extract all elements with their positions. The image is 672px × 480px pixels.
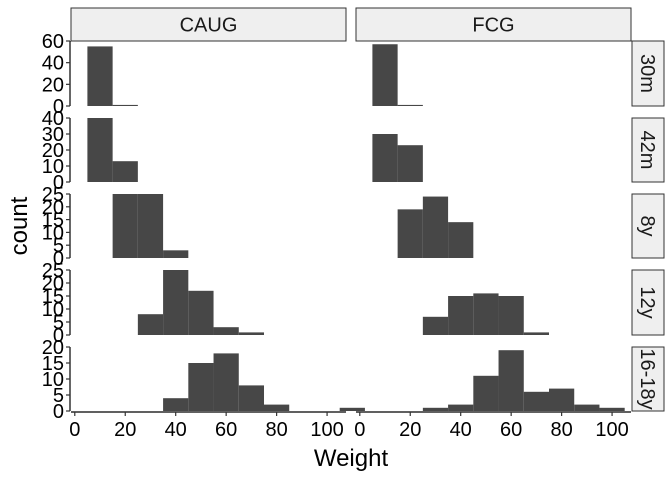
y-tick-label-16-18y-15: 15 bbox=[42, 353, 64, 375]
y-axis-title: count bbox=[6, 196, 33, 255]
bar-fcg-16-18y-35-45 bbox=[448, 404, 474, 411]
bar-caug-42m-15-25 bbox=[112, 161, 138, 182]
bar-fcg-30m-15-25 bbox=[397, 104, 423, 106]
bar-fcg-12y-25-35 bbox=[422, 316, 449, 335]
histogram-bars bbox=[87, 44, 625, 411]
y-tick-label-42m-10: 10 bbox=[42, 156, 64, 178]
y-tick-label-8y-20: 20 bbox=[42, 197, 64, 219]
x-tick-label-fcg-80: 80 bbox=[550, 419, 572, 441]
y-tick-label-12y-0: 0 bbox=[53, 325, 64, 347]
column-strip-caug bbox=[70, 7, 347, 42]
bar-fcg-8y-35-45 bbox=[448, 222, 474, 258]
bar-fcg-16-18y-25-35 bbox=[422, 407, 449, 411]
bar-caug-16-18y-105-115 bbox=[339, 407, 365, 411]
bar-caug-12y-45-55 bbox=[188, 290, 214, 335]
bar-fcg-16-18y-45-55 bbox=[473, 375, 499, 411]
y-tick-label-16-18y-0: 0 bbox=[53, 401, 64, 423]
bar-caug-12y-65-75 bbox=[238, 332, 265, 335]
x-tick-label-caug-0: 0 bbox=[69, 419, 80, 441]
bar-caug-12y-25-35 bbox=[137, 314, 164, 335]
bar-fcg-8y-25-35 bbox=[422, 196, 449, 258]
y-tick-label-12y-15: 15 bbox=[42, 286, 64, 308]
bar-fcg-30m-5-15 bbox=[372, 44, 398, 106]
y-tick-label-42m-20: 20 bbox=[42, 140, 64, 162]
bar-caug-16-18y-45-55 bbox=[188, 363, 214, 411]
y-tick-label-12y-5: 5 bbox=[53, 312, 64, 334]
bar-fcg-42m-5-15 bbox=[372, 134, 398, 182]
row-strip-16-18y bbox=[631, 346, 665, 412]
x-tick-label-fcg-20: 20 bbox=[399, 419, 421, 441]
y-tick-label-30m-40: 40 bbox=[42, 53, 64, 75]
bar-caug-30m-15-25 bbox=[112, 104, 138, 106]
y-tick-label-12y-25: 25 bbox=[42, 260, 64, 282]
bar-caug-8y-35-45 bbox=[163, 250, 189, 258]
bar-caug-16-18y-35-45 bbox=[163, 398, 189, 411]
axes: 0204060010203040051015202505101520250510… bbox=[42, 31, 631, 441]
y-tick-label-8y-5: 5 bbox=[53, 235, 64, 257]
row-strip-30m bbox=[631, 40, 665, 107]
bar-fcg-16-18y-85-95 bbox=[574, 404, 600, 411]
bar-caug-30m-5-15 bbox=[87, 46, 113, 106]
y-tick-label-12y-20: 20 bbox=[42, 273, 64, 295]
bar-fcg-16-18y-55-65 bbox=[498, 350, 524, 411]
y-tick-label-42m-0: 0 bbox=[53, 172, 64, 194]
x-tick-label-caug-20: 20 bbox=[114, 419, 136, 441]
y-tick-label-42m-40: 40 bbox=[42, 108, 64, 130]
bar-fcg-12y-35-45 bbox=[448, 296, 474, 335]
bar-fcg-42m-15-25 bbox=[397, 145, 423, 182]
x-tick-label-fcg-100: 100 bbox=[595, 419, 628, 441]
y-tick-label-30m-0: 0 bbox=[53, 96, 64, 118]
row-strip-label-42m: 42m bbox=[636, 131, 658, 170]
bar-caug-16-18y-75-85 bbox=[264, 404, 290, 411]
column-strip-label-caug: CAUG bbox=[180, 15, 238, 37]
bar-fcg-8y-15-25 bbox=[397, 209, 423, 258]
y-tick-label-16-18y-20: 20 bbox=[42, 337, 64, 359]
row-strip-42m bbox=[631, 117, 665, 183]
bar-caug-42m-5-15 bbox=[87, 118, 113, 182]
bar-fcg-16-18y-65-75 bbox=[523, 391, 550, 411]
bar-fcg-16-18y-95-105 bbox=[599, 407, 625, 411]
y-tick-label-8y-15: 15 bbox=[42, 210, 64, 232]
row-strip-label-8y: 8y bbox=[636, 215, 658, 236]
x-tick-label-caug-80: 80 bbox=[265, 419, 287, 441]
bar-caug-16-18y-55-65 bbox=[213, 353, 239, 411]
x-tick-label-fcg-60: 60 bbox=[500, 419, 522, 441]
y-tick-label-8y-25: 25 bbox=[42, 184, 64, 206]
row-strip-label-12y: 12y bbox=[636, 286, 658, 318]
bar-fcg-12y-55-65 bbox=[498, 296, 524, 335]
x-axis-title: Weight bbox=[314, 445, 389, 472]
bar-caug-8y-25-35 bbox=[137, 194, 164, 258]
row-strip-12y bbox=[631, 269, 665, 336]
column-strip-label-fcg: FCG bbox=[472, 15, 514, 37]
row-strip-label-16-18y: 16-18y bbox=[636, 348, 658, 409]
y-tick-label-16-18y-5: 5 bbox=[53, 385, 64, 407]
y-tick-label-16-18y-10: 10 bbox=[42, 369, 64, 391]
y-tick-label-12y-10: 10 bbox=[42, 299, 64, 321]
bar-caug-12y-55-65 bbox=[213, 327, 239, 335]
bar-fcg-12y-65-75 bbox=[523, 332, 550, 335]
y-tick-label-8y-10: 10 bbox=[42, 222, 64, 244]
bar-caug-16-18y-65-75 bbox=[238, 385, 265, 411]
bar-caug-8y-15-25 bbox=[112, 194, 138, 258]
y-tick-label-42m-30: 30 bbox=[42, 124, 64, 146]
facet-strips: CAUG FCG 30m 42m 8y 12y 16-18y bbox=[70, 7, 665, 412]
x-tick-label-caug-40: 40 bbox=[165, 419, 187, 441]
column-strip-fcg bbox=[355, 7, 632, 42]
row-strip-8y bbox=[631, 193, 665, 259]
bar-fcg-12y-45-55 bbox=[473, 293, 499, 335]
x-tick-label-fcg-40: 40 bbox=[450, 419, 472, 441]
x-tick-label-fcg-0: 0 bbox=[354, 419, 365, 441]
y-tick-label-30m-60: 60 bbox=[42, 31, 64, 53]
y-tick-label-8y-0: 0 bbox=[53, 248, 64, 270]
bar-caug-12y-35-45 bbox=[163, 270, 189, 335]
x-tick-label-caug-100: 100 bbox=[310, 419, 343, 441]
y-tick-label-30m-20: 20 bbox=[42, 74, 64, 96]
bar-fcg-16-18y-75-85 bbox=[549, 388, 575, 411]
x-tick-label-caug-60: 60 bbox=[215, 419, 237, 441]
row-strip-label-30m: 30m bbox=[636, 54, 658, 93]
